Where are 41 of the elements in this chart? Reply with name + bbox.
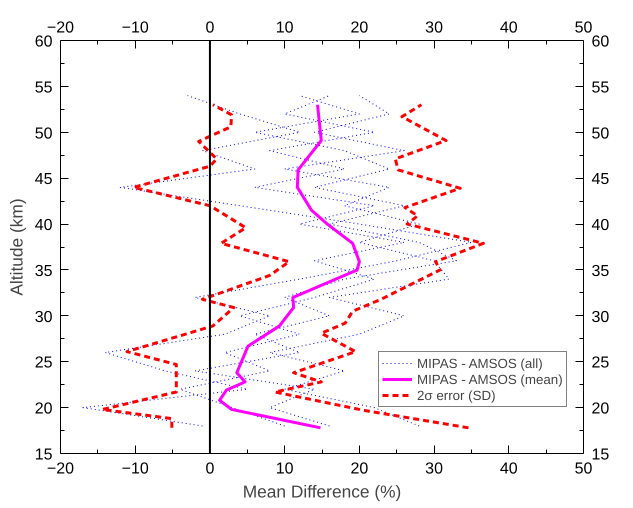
- x2-tick-label: −10: [122, 460, 149, 478]
- x2-tick-label: 10: [276, 460, 294, 478]
- y-tick-label: 55: [34, 79, 53, 96]
- y2-tick-label: 15: [592, 446, 610, 464]
- x-tick-label: −10: [122, 20, 149, 36]
- legend-label: 2σ error (SD): [417, 387, 496, 403]
- x2-tick-label: 40: [500, 460, 518, 478]
- legend-label: MIPAS - AMSOS (all): [417, 355, 543, 371]
- x-axis-title: Mean Difference (%): [242, 482, 402, 502]
- y2-tick-label: 25: [592, 354, 610, 372]
- y-tick-label: 25: [34, 354, 53, 372]
- x-tick-label: 50: [574, 20, 592, 36]
- y2-tick-label: 45: [592, 171, 610, 188]
- y-tick-label: 35: [34, 262, 53, 280]
- legend-label: MIPAS - AMSOS (mean): [417, 371, 563, 387]
- y2-tick-label: 60: [592, 34, 610, 50]
- x-tick-label: 0: [205, 20, 214, 36]
- y2-tick-label: 30: [592, 308, 610, 326]
- y-tick-label: 30: [34, 308, 53, 326]
- y2-tick-label: 55: [592, 79, 610, 96]
- y-tick-label: 20: [34, 400, 53, 418]
- y2-tick-label: 40: [592, 217, 610, 234]
- y-tick-label: 50: [34, 125, 53, 142]
- x-tick-label: 10: [276, 20, 294, 36]
- x2-tick-label: 30: [425, 460, 444, 478]
- y-tick-label: 15: [34, 446, 53, 464]
- y2-tick-label: 50: [592, 125, 610, 142]
- x2-tick-label: 50: [574, 460, 592, 478]
- x-tick-label: 30: [425, 20, 444, 36]
- x-tick-label: 40: [500, 20, 518, 36]
- y-tick-label: 40: [34, 217, 53, 234]
- x-tick-label: 20: [350, 20, 368, 36]
- y-tick-label: 60: [34, 34, 53, 50]
- x2-tick-label: 20: [350, 460, 368, 478]
- y2-tick-label: 35: [592, 262, 610, 280]
- y-tick-label: 45: [34, 171, 53, 188]
- x2-tick-label: −20: [46, 460, 74, 478]
- y2-tick-label: 20: [592, 400, 610, 418]
- x2-tick-label: 0: [205, 460, 214, 478]
- x-tick-label: −20: [46, 20, 74, 36]
- y-axis-title: Altitude (km): [6, 198, 27, 296]
